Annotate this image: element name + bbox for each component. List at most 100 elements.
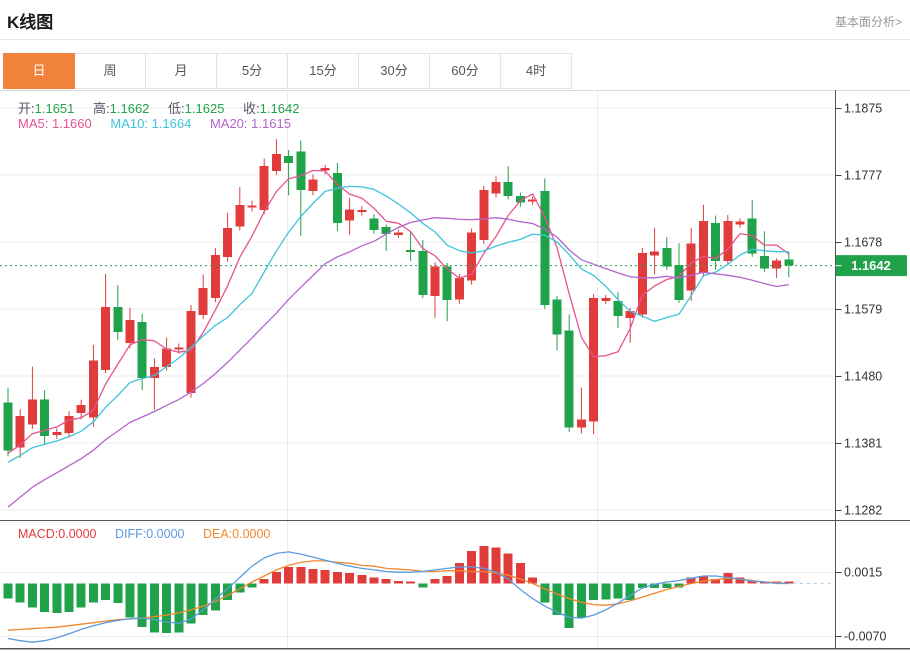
macd-bar bbox=[540, 583, 550, 603]
candle bbox=[650, 251, 660, 256]
candle bbox=[381, 227, 391, 234]
candle bbox=[284, 156, 294, 163]
candle bbox=[467, 232, 477, 281]
macd-bar bbox=[137, 583, 147, 628]
macd-bar bbox=[601, 583, 611, 600]
tab-day[interactable]: 日 bbox=[3, 53, 75, 89]
dea-label: DEA: bbox=[202, 527, 233, 541]
ma10-label: MA10: bbox=[110, 116, 148, 131]
ma20-value: 1.1615 bbox=[251, 116, 291, 131]
macd-value: 0.0000 bbox=[58, 527, 97, 541]
axis-label: 0.0015 bbox=[844, 566, 882, 580]
candle bbox=[113, 306, 123, 333]
ma5-value: 1.1660 bbox=[51, 116, 92, 131]
candle bbox=[576, 419, 586, 428]
macd-bar bbox=[88, 583, 98, 603]
tab-month[interactable]: 月 bbox=[146, 53, 217, 89]
macd-bar bbox=[454, 563, 464, 584]
candle bbox=[357, 210, 367, 213]
macd-bar bbox=[406, 581, 416, 584]
candle bbox=[64, 415, 74, 433]
candle bbox=[406, 250, 416, 253]
candle bbox=[3, 402, 13, 451]
macd-bar bbox=[369, 577, 379, 584]
dea-value: 0.0000 bbox=[232, 527, 271, 541]
candle bbox=[125, 319, 135, 343]
candle bbox=[271, 154, 281, 171]
fundamental-analysis-link[interactable]: 基本面分析> bbox=[834, 15, 902, 29]
candle bbox=[515, 195, 525, 203]
candle bbox=[589, 298, 599, 422]
macd-bar bbox=[503, 553, 513, 584]
diff-value: 0.0000 bbox=[146, 527, 185, 541]
candle bbox=[503, 181, 513, 196]
candle bbox=[76, 405, 86, 414]
close-value: 1.1642 bbox=[259, 101, 300, 116]
high-label: 高: bbox=[93, 101, 110, 116]
macd-bar bbox=[210, 583, 220, 611]
macd-bar bbox=[284, 566, 294, 584]
macd-bar bbox=[674, 583, 684, 588]
tab-4hour[interactable]: 4时 bbox=[501, 53, 572, 89]
diff-line bbox=[7, 551, 789, 643]
macd-bar bbox=[637, 583, 647, 589]
candle bbox=[662, 248, 672, 267]
macd-bar bbox=[650, 583, 660, 589]
macd-bar bbox=[589, 583, 599, 601]
macd-bar bbox=[308, 569, 318, 584]
candle bbox=[430, 266, 440, 297]
macd-bar bbox=[381, 578, 391, 584]
candle bbox=[345, 209, 355, 221]
candle bbox=[528, 199, 538, 202]
axis-label: 1.1579 bbox=[844, 303, 882, 317]
price-axis: 1.1875 1.1777 1.1678 1.1579 1.1480 1.1381 1.12… bbox=[835, 102, 886, 644]
macd-bar bbox=[223, 583, 233, 601]
candle bbox=[308, 179, 318, 192]
candle bbox=[320, 168, 330, 171]
axis-label: 1.1777 bbox=[844, 169, 882, 183]
macd-bar bbox=[735, 577, 745, 584]
open-label: 开: bbox=[18, 101, 35, 116]
candle bbox=[637, 252, 647, 315]
candlestick-series bbox=[3, 139, 794, 458]
axis-label: 1.1282 bbox=[844, 504, 882, 518]
candle bbox=[442, 266, 452, 301]
tab-60min[interactable]: 60分 bbox=[430, 53, 501, 89]
candle bbox=[674, 265, 684, 301]
current-price-badge: 1.1642 bbox=[835, 255, 907, 277]
macd-bar bbox=[393, 581, 403, 584]
macd-bar bbox=[113, 583, 123, 604]
tab-week[interactable]: 周 bbox=[75, 53, 146, 89]
high-value: 1.1662 bbox=[109, 101, 150, 116]
titlebar: K线图 基本面分析> bbox=[0, 0, 910, 40]
candle bbox=[601, 298, 611, 301]
candle bbox=[88, 360, 98, 418]
candle bbox=[418, 250, 428, 295]
macd-bar bbox=[418, 583, 428, 588]
tab-30min[interactable]: 30分 bbox=[359, 53, 430, 89]
candle bbox=[40, 399, 50, 437]
candle bbox=[210, 254, 220, 299]
ma10-line bbox=[7, 185, 789, 463]
candle bbox=[174, 347, 184, 350]
macd-bar bbox=[3, 583, 13, 599]
low-value: 1.1625 bbox=[184, 101, 225, 116]
candle bbox=[296, 151, 306, 190]
candle bbox=[735, 221, 745, 225]
timeframe-tabbar: 日周月 5分 15分 30分 60分 4时 bbox=[3, 53, 572, 89]
candle bbox=[686, 243, 696, 291]
axes bbox=[0, 90, 910, 650]
macd-bar bbox=[430, 578, 440, 584]
ohlc-readout: 开:1.1651 高:1.1662 低:1.1625 收:1.1642 bbox=[18, 98, 314, 117]
macd-bar bbox=[235, 583, 245, 593]
macd-bar bbox=[576, 583, 586, 618]
low-label: 低: bbox=[168, 101, 185, 116]
candle bbox=[52, 432, 62, 435]
tab-15min[interactable]: 15分 bbox=[288, 53, 359, 89]
candle bbox=[15, 415, 25, 448]
macd-bar bbox=[64, 583, 74, 613]
macd-label: MACD: bbox=[18, 527, 59, 541]
macd-bar bbox=[15, 583, 25, 603]
tab-5min[interactable]: 5分 bbox=[217, 53, 288, 89]
